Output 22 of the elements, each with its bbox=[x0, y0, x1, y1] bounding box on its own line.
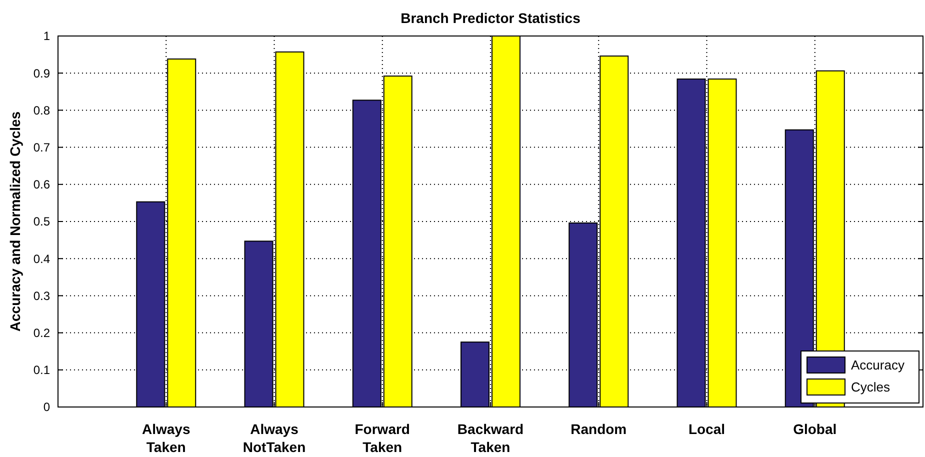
legend-label: Accuracy bbox=[851, 358, 905, 373]
y-tick-label: 0.5 bbox=[33, 214, 50, 229]
y-tick-label: 0.6 bbox=[33, 178, 50, 192]
chart-title: Branch Predictor Statistics bbox=[400, 10, 581, 26]
y-tick-label: 0.8 bbox=[33, 103, 50, 118]
y-axis-title: Accuracy and Normalized Cycles bbox=[7, 111, 23, 332]
x-tick-label: Global bbox=[793, 421, 837, 437]
y-tick-label: 0.2 bbox=[33, 326, 50, 340]
y-tick-label: 0.4 bbox=[33, 252, 50, 266]
y-tick-label: 1 bbox=[43, 29, 50, 44]
y-tick-label: 0.1 bbox=[33, 363, 50, 378]
x-tick-label: Always Taken bbox=[142, 421, 190, 455]
x-tick-label: Always NotTaken bbox=[242, 421, 306, 455]
y-tick-label: 0.3 bbox=[33, 288, 50, 303]
y-tick-label: 0.9 bbox=[33, 66, 50, 80]
x-tick-label: Backward Taken bbox=[457, 421, 524, 455]
legend-label: Cycles bbox=[851, 380, 891, 395]
x-tick-label: Random bbox=[570, 421, 627, 437]
y-tick-label: 0 bbox=[43, 400, 50, 414]
x-tick-label: Forward Taken bbox=[354, 421, 410, 455]
x-tick-label: Local bbox=[688, 421, 726, 437]
y-tick-label: 0.7 bbox=[33, 140, 50, 154]
